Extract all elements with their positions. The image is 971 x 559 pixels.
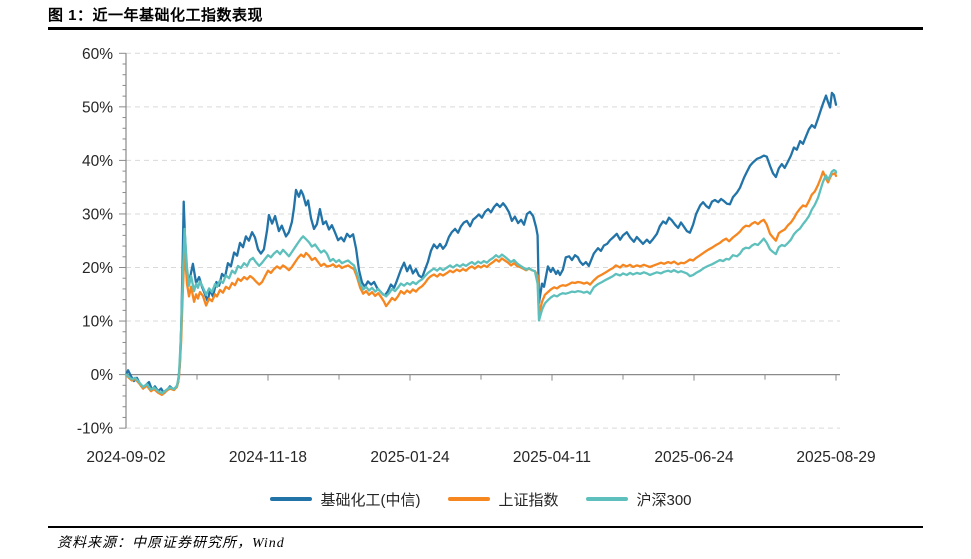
x-axis-tick-label: 2025-08-29: [796, 449, 875, 466]
legend-item: 上证指数: [448, 489, 558, 510]
chart-legend: 基础化工(中信) 上证指数 沪深300: [126, 488, 836, 510]
y-axis-tick-label: 40%: [82, 153, 113, 170]
series-line: [124, 91, 838, 395]
x-axis-tick-label: 2024-11-18: [229, 449, 307, 466]
y-axis-tick-label: 0%: [91, 367, 114, 384]
y-axis-tick-label: 60%: [82, 46, 113, 63]
title-divider: [48, 27, 923, 30]
x-axis-tick-label: 2025-06-24: [654, 449, 734, 466]
series-line: [124, 170, 838, 397]
legend-label: 上证指数: [498, 491, 559, 509]
legend-line-swatch: [270, 497, 313, 501]
footer-divider: [48, 526, 923, 528]
data-source-note: 资料来源：中原证券研究所，Wind: [57, 536, 285, 551]
y-axis-tick-label: 30%: [82, 206, 113, 223]
figure-title: 图 1：近一年基础化工指数表现: [48, 7, 264, 24]
x-axis-tick-label: 2024-09-02: [86, 449, 165, 466]
y-axis-tick-label: 20%: [82, 260, 113, 277]
x-axis-tick-label: 2025-01-24: [370, 449, 450, 466]
y-axis-tick-label: -10%: [77, 421, 113, 438]
legend-line-swatch: [448, 497, 491, 501]
legend-line-swatch: [586, 497, 629, 501]
legend-label: 沪深300: [636, 491, 692, 509]
legend-item: 沪深300: [586, 489, 692, 510]
y-axis-tick-label: 10%: [82, 314, 113, 331]
x-axis-tick-label: 2025-04-11: [513, 449, 591, 466]
legend-item: 基础化工(中信): [270, 489, 420, 510]
legend-label: 基础化工(中信): [320, 491, 421, 509]
series-line: [124, 168, 838, 395]
y-axis-tick-label: 50%: [82, 99, 113, 116]
